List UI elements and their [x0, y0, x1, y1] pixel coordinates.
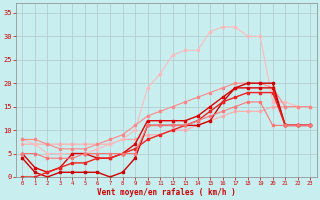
X-axis label: Vent moyen/en rafales ( km/h ): Vent moyen/en rafales ( km/h )	[97, 188, 236, 197]
